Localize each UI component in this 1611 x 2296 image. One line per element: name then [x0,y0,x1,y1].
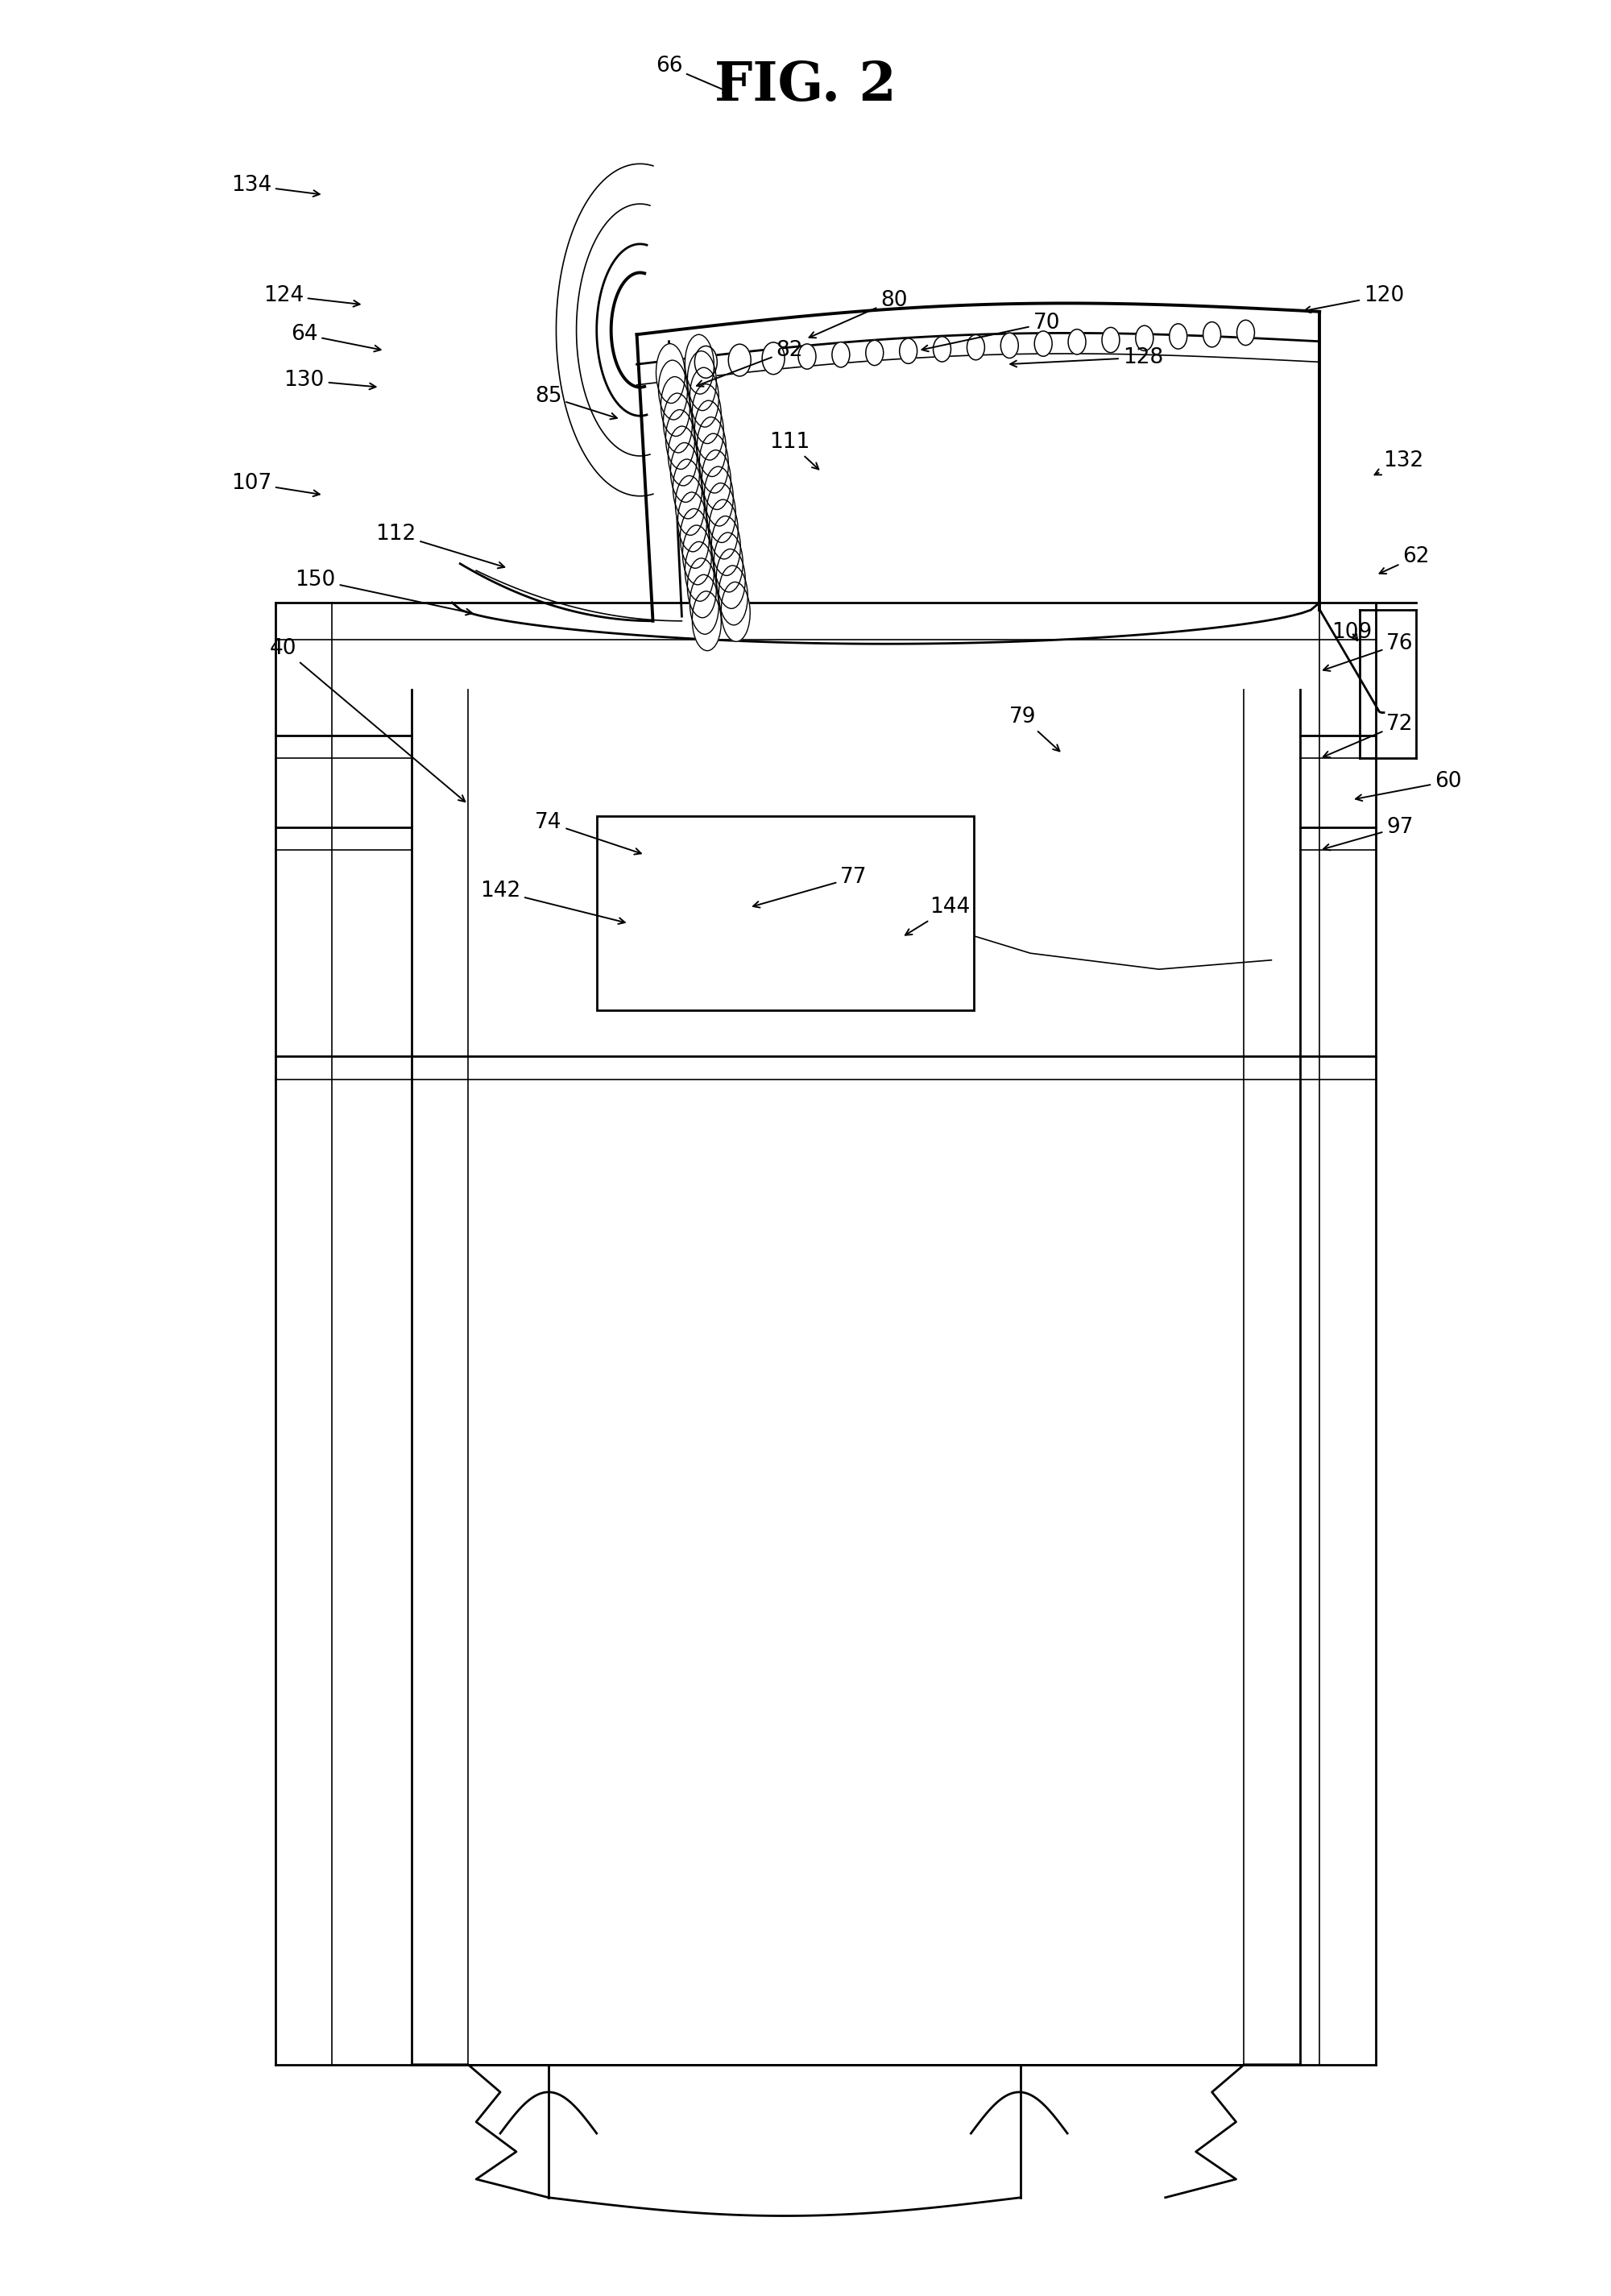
Text: 70: 70 [921,312,1060,351]
Circle shape [1237,319,1255,344]
Ellipse shape [688,558,717,618]
Bar [596,815,975,1010]
Text: 124: 124 [263,285,359,308]
Text: 76: 76 [1323,634,1413,670]
Text: 72: 72 [1323,714,1413,758]
Text: 107: 107 [230,473,319,496]
Text: 74: 74 [535,813,641,854]
Circle shape [1203,321,1221,347]
Ellipse shape [678,491,707,551]
Text: 80: 80 [809,289,907,338]
Circle shape [1000,333,1018,358]
Ellipse shape [664,393,693,452]
Ellipse shape [717,549,746,608]
Ellipse shape [665,409,694,468]
Ellipse shape [712,517,741,576]
Ellipse shape [709,501,738,558]
Circle shape [1102,328,1120,354]
Text: 79: 79 [1008,707,1060,751]
Text: 120: 120 [1305,285,1405,312]
Text: 66: 66 [656,55,730,92]
Ellipse shape [685,542,714,602]
Circle shape [933,338,950,363]
Text: 134: 134 [230,174,319,197]
Text: 109: 109 [1331,622,1373,643]
Text: 144: 144 [905,898,970,934]
Text: 142: 142 [480,882,625,923]
Ellipse shape [699,434,728,494]
Ellipse shape [698,418,727,478]
Text: 60: 60 [1355,771,1461,801]
Text: 111: 111 [768,432,818,468]
Text: 82: 82 [698,340,802,386]
Ellipse shape [661,377,690,436]
Circle shape [865,340,883,365]
Ellipse shape [656,344,685,404]
Circle shape [762,342,785,374]
Circle shape [967,335,984,360]
Ellipse shape [693,383,722,443]
Ellipse shape [683,526,712,585]
Ellipse shape [702,450,731,510]
Ellipse shape [659,360,688,420]
Text: 150: 150 [295,569,472,615]
Text: 112: 112 [375,523,504,567]
Circle shape [1034,331,1052,356]
Ellipse shape [688,351,717,411]
Text: 97: 97 [1323,817,1413,850]
Circle shape [694,347,717,379]
Ellipse shape [669,427,698,487]
Ellipse shape [690,574,719,634]
Text: 40: 40 [271,638,466,801]
Ellipse shape [694,400,723,459]
Ellipse shape [714,533,743,592]
Text: 64: 64 [290,324,380,351]
Ellipse shape [693,590,722,650]
Circle shape [728,344,751,377]
Ellipse shape [673,459,702,519]
Ellipse shape [719,565,748,625]
Circle shape [899,338,917,363]
Text: 128: 128 [1010,347,1163,367]
Ellipse shape [690,367,719,427]
Ellipse shape [675,475,704,535]
Circle shape [831,342,849,367]
Circle shape [1068,328,1086,354]
Ellipse shape [670,443,699,503]
Circle shape [1170,324,1187,349]
Ellipse shape [722,581,751,641]
Circle shape [799,344,815,370]
Text: 85: 85 [535,386,617,420]
Ellipse shape [680,510,709,567]
Circle shape [1136,326,1153,351]
Ellipse shape [685,335,714,395]
Text: 62: 62 [1379,546,1429,574]
Text: 130: 130 [284,370,375,390]
Ellipse shape [707,482,736,542]
Text: 132: 132 [1374,450,1424,475]
Text: FIG. 2: FIG. 2 [715,60,896,113]
Ellipse shape [704,466,733,526]
Text: 77: 77 [752,868,867,907]
